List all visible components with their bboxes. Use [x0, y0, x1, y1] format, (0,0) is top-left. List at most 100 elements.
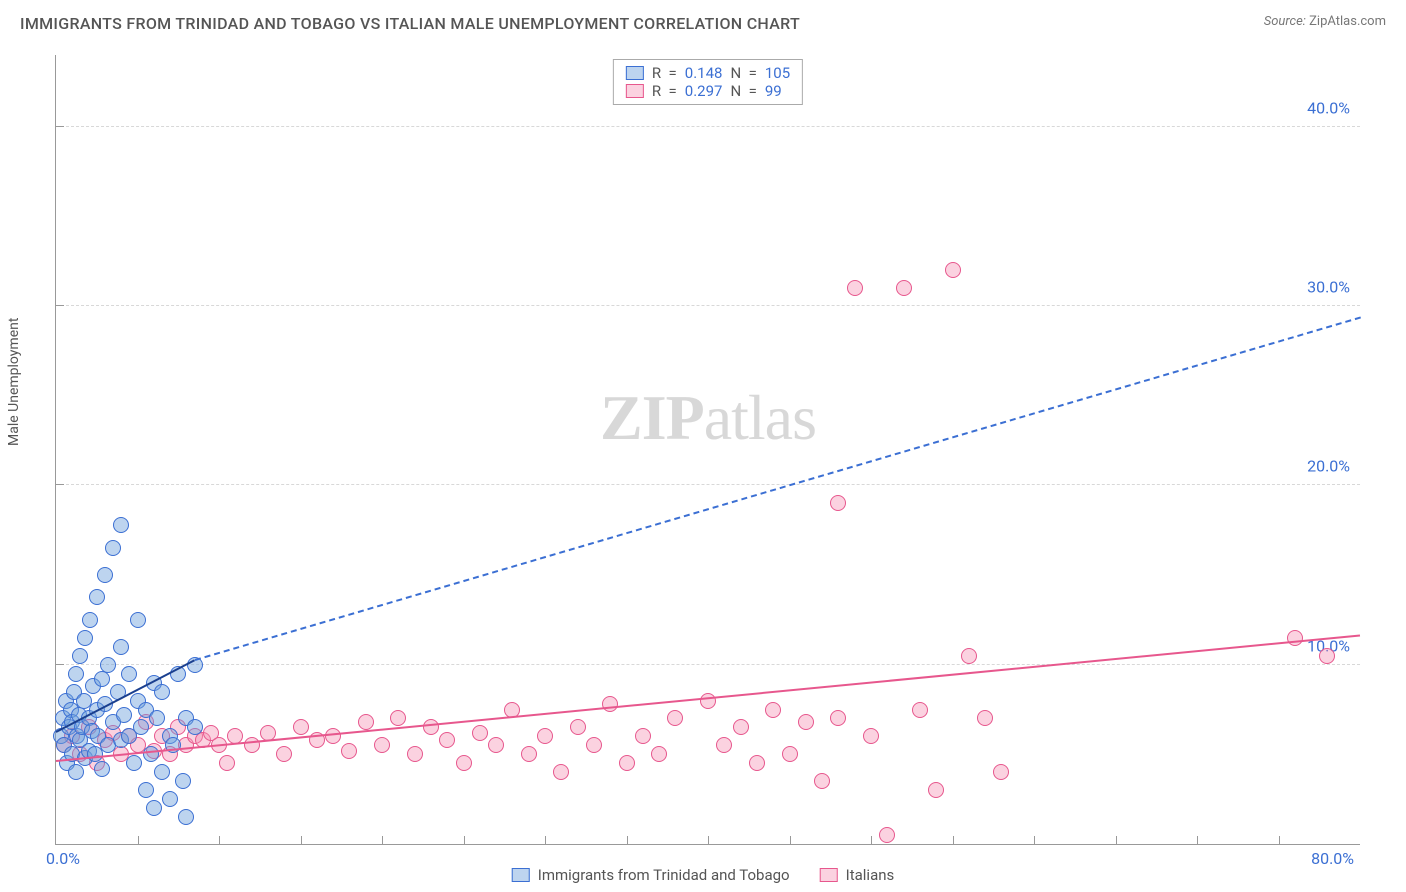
- data-point-pink: [700, 693, 716, 709]
- data-point-pink: [814, 773, 830, 789]
- data-point-pink: [765, 702, 781, 718]
- trend-line-blue-extrapolated: [194, 317, 1360, 661]
- data-point-blue: [162, 791, 178, 807]
- x-tick: [464, 836, 465, 844]
- stat-r-label-pink: R =: [652, 82, 677, 100]
- data-point-blue: [138, 782, 154, 798]
- stat-n-value-pink: 99: [765, 82, 782, 100]
- data-point-blue: [72, 648, 88, 664]
- data-point-pink: [879, 827, 895, 843]
- gridline: [56, 664, 1360, 665]
- data-point-pink: [830, 495, 846, 511]
- data-point-pink: [896, 280, 912, 296]
- data-point-pink: [439, 732, 455, 748]
- watermark-atlas: atlas: [704, 382, 816, 453]
- legend-swatch-blue-icon: [512, 868, 530, 882]
- legend-stats-row-pink: R = 0.297 N = 99: [626, 82, 790, 100]
- data-point-blue: [146, 800, 162, 816]
- data-point-pink: [456, 755, 472, 771]
- data-point-pink: [570, 719, 586, 735]
- x-tick: [627, 836, 628, 844]
- data-point-pink: [374, 737, 390, 753]
- x-tick: [545, 836, 546, 844]
- data-point-blue: [149, 710, 165, 726]
- data-point-pink: [341, 743, 357, 759]
- data-point-blue: [133, 719, 149, 735]
- data-point-pink: [602, 696, 618, 712]
- stat-r-value-pink: 0.297: [685, 82, 723, 100]
- data-point-pink: [586, 737, 602, 753]
- data-point-pink: [635, 728, 651, 744]
- data-point-blue: [175, 773, 191, 789]
- y-tick-label: 30.0%: [1307, 278, 1350, 297]
- data-point-pink: [276, 746, 292, 762]
- x-tick: [1034, 836, 1035, 844]
- source-value: ZipAtlas.com: [1309, 14, 1386, 29]
- data-point-blue: [154, 684, 170, 700]
- data-point-blue: [126, 755, 142, 771]
- data-point-pink: [716, 737, 732, 753]
- x-tick: [382, 836, 383, 844]
- legend-label-blue: Immigrants from Trinidad and Tobago: [538, 866, 790, 884]
- data-point-blue: [154, 764, 170, 780]
- x-tick: [1197, 836, 1198, 844]
- data-point-pink: [798, 714, 814, 730]
- data-point-pink: [1287, 630, 1303, 646]
- data-point-blue: [143, 746, 159, 762]
- chart-title: IMMIGRANTS FROM TRINIDAD AND TOBAGO VS I…: [20, 14, 800, 33]
- legend-label-pink: Italians: [846, 866, 895, 884]
- data-point-blue: [68, 666, 84, 682]
- data-point-pink: [928, 782, 944, 798]
- data-point-pink: [961, 648, 977, 664]
- data-point-pink: [488, 737, 504, 753]
- data-point-blue: [94, 761, 110, 777]
- y-tick-label: 40.0%: [1307, 98, 1350, 117]
- gridline: [56, 484, 1360, 485]
- legend-item-pink: Italians: [820, 866, 895, 884]
- data-point-pink: [993, 764, 1009, 780]
- data-point-pink: [553, 764, 569, 780]
- data-point-pink: [472, 725, 488, 741]
- stat-r-label-blue: R =: [652, 64, 677, 82]
- data-point-pink: [733, 719, 749, 735]
- data-point-pink: [390, 710, 406, 726]
- x-tick: [708, 836, 709, 844]
- plot-area: ZIPatlas R = 0.148 N = 105 R = 0.297 N =…: [55, 55, 1360, 845]
- data-point-pink: [1319, 648, 1335, 664]
- y-tick: [56, 484, 64, 485]
- data-point-pink: [749, 755, 765, 771]
- stat-r-value-blue: 0.148: [685, 64, 723, 82]
- trend-line-pink: [56, 634, 1360, 762]
- gridline: [56, 126, 1360, 127]
- legend-stats-row-blue: R = 0.148 N = 105: [626, 64, 790, 82]
- data-point-blue: [187, 719, 203, 735]
- data-point-pink: [537, 728, 553, 744]
- y-tick: [56, 305, 64, 306]
- data-point-blue: [89, 589, 105, 605]
- data-point-pink: [219, 755, 235, 771]
- data-point-pink: [358, 714, 374, 730]
- data-point-blue: [97, 567, 113, 583]
- gridline: [56, 305, 1360, 306]
- x-tick: [301, 836, 302, 844]
- y-tick: [56, 664, 64, 665]
- data-point-pink: [912, 702, 928, 718]
- x-axis-max-label: 80.0%: [1311, 849, 1354, 868]
- x-tick: [790, 836, 791, 844]
- swatch-pink-icon: [626, 84, 644, 98]
- watermark: ZIPatlas: [600, 381, 816, 455]
- stat-n-label-blue: N =: [730, 64, 756, 82]
- data-point-pink: [619, 755, 635, 771]
- legend-stats-box: R = 0.148 N = 105 R = 0.297 N = 99: [613, 59, 803, 105]
- x-tick: [871, 836, 872, 844]
- data-point-pink: [830, 710, 846, 726]
- x-axis-min-label: 0.0%: [46, 849, 80, 868]
- y-tick: [56, 126, 64, 127]
- x-tick: [1116, 836, 1117, 844]
- data-point-blue: [77, 630, 93, 646]
- legend-item-blue: Immigrants from Trinidad and Tobago: [512, 866, 790, 884]
- data-point-blue: [116, 707, 132, 723]
- source-label: Source:: [1264, 14, 1306, 29]
- watermark-zip: ZIP: [600, 382, 704, 453]
- legend-swatch-pink-icon: [820, 868, 838, 882]
